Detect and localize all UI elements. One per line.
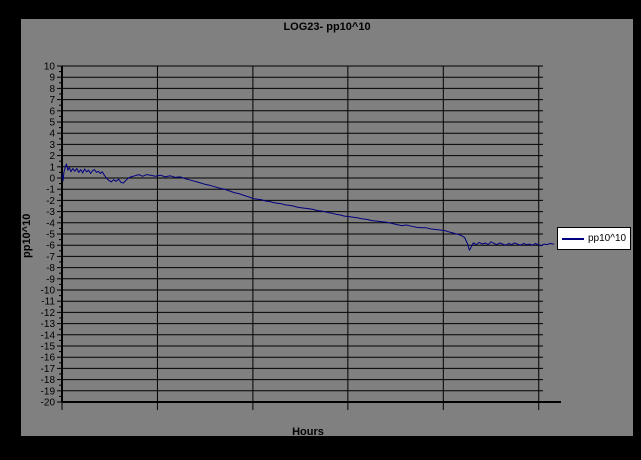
svg-text:5: 5 xyxy=(49,118,55,129)
legend-line-swatch-icon xyxy=(562,237,584,240)
chart-panel: LOG23- pp10^10 10 9 8 7 6 5 4 3 2 1 0 -1 -2 -3 -4 -5 -6-… xyxy=(21,19,633,438)
legend-label: pp10^10 xyxy=(588,233,627,244)
svg-text:-14: -14 xyxy=(41,330,56,341)
svg-text:-3: -3 xyxy=(46,207,55,218)
x-gridlines xyxy=(156,66,540,402)
svg-text:-12: -12 xyxy=(41,308,56,319)
y-tick-labels: 109876543210-1-2-3-4-5-6-7-8-9-10-11-12-… xyxy=(41,62,56,409)
y-axis-title: pp10^10 xyxy=(21,213,33,258)
svg-text:7: 7 xyxy=(49,95,55,106)
svg-text:-1: -1 xyxy=(46,185,55,196)
plot-area: 109876543210-1-2-3-4-5-6-7-8-9-10-11-12-… xyxy=(41,62,561,410)
svg-text:-19: -19 xyxy=(41,386,56,397)
svg-text:2: 2 xyxy=(49,151,55,162)
svg-text:10: 10 xyxy=(44,62,56,73)
svg-text:0: 0 xyxy=(49,174,55,185)
svg-text:-8: -8 xyxy=(46,263,55,274)
svg-text:-15: -15 xyxy=(41,342,56,353)
svg-text:-9: -9 xyxy=(46,274,55,285)
svg-text:-10: -10 xyxy=(41,286,56,297)
series-line-pp10^10 xyxy=(61,163,555,251)
svg-text:9: 9 xyxy=(49,73,55,84)
svg-text:-20: -20 xyxy=(41,398,56,409)
svg-text:4: 4 xyxy=(49,129,55,140)
chart-title: LOG23- pp10^10 xyxy=(283,21,371,33)
svg-text:-17: -17 xyxy=(41,364,56,375)
svg-text:-7: -7 xyxy=(46,252,55,263)
svg-text:3: 3 xyxy=(49,140,55,151)
svg-text:8: 8 xyxy=(49,84,55,95)
svg-text:-16: -16 xyxy=(41,353,56,364)
svg-text:-6: -6 xyxy=(46,241,55,252)
y-ticks xyxy=(57,65,62,403)
svg-text:-11: -11 xyxy=(41,297,55,308)
svg-text:-5: -5 xyxy=(46,230,55,241)
svg-text:-2: -2 xyxy=(46,196,55,207)
svg-text:-13: -13 xyxy=(41,319,56,330)
x-ticks xyxy=(61,402,540,410)
svg-text:1: 1 xyxy=(49,162,55,173)
svg-text:6: 6 xyxy=(49,106,55,117)
x-axis-title: Hours xyxy=(292,426,324,438)
y-gridlines xyxy=(62,65,543,392)
legend: pp10^10 xyxy=(557,227,631,250)
svg-text:-18: -18 xyxy=(41,375,56,386)
svg-text:-4: -4 xyxy=(46,218,55,229)
